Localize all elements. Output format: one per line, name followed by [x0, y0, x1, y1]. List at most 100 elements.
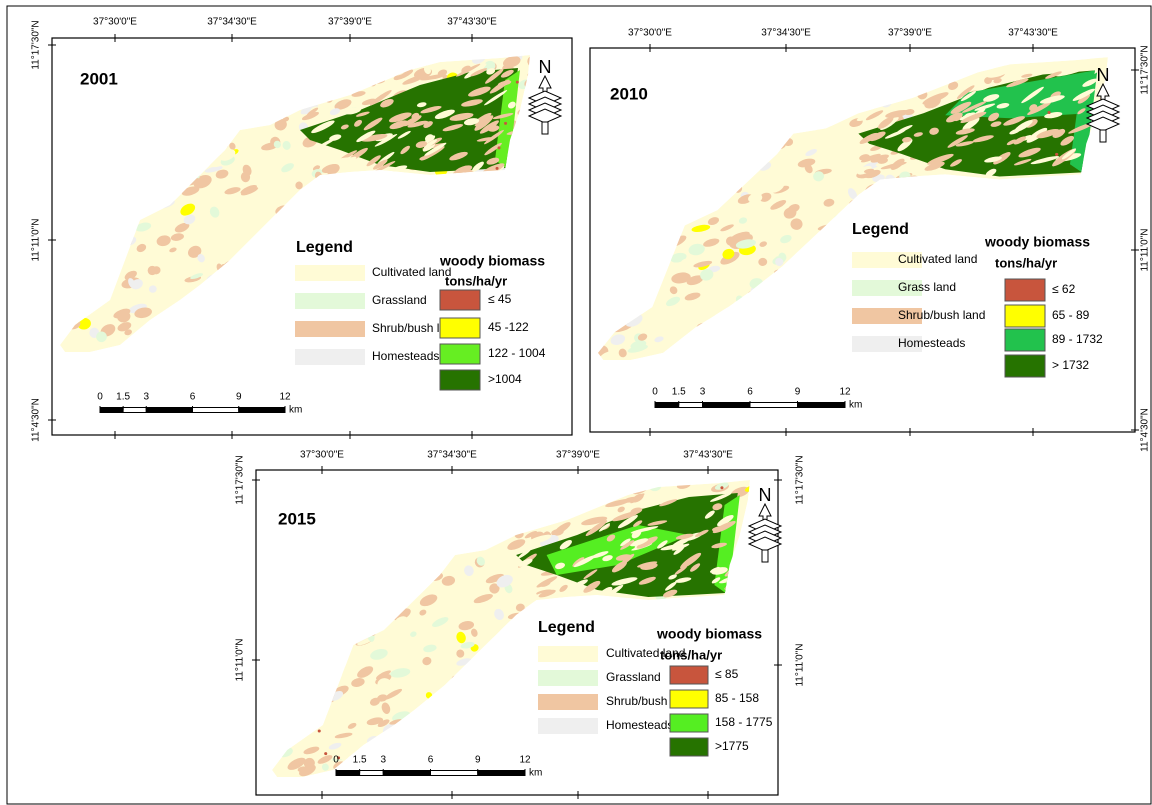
land-patch — [451, 611, 462, 621]
forest-gap — [598, 523, 611, 532]
year-label: 2001 — [80, 69, 118, 88]
biomass-swatch — [669, 737, 709, 757]
biomass-label: >1004 — [488, 372, 522, 386]
forest-gap — [671, 543, 690, 551]
land-patch — [216, 170, 225, 177]
land-patch — [684, 292, 701, 301]
latitude-label: 11°11'0"N — [795, 643, 806, 686]
forest-gap — [486, 157, 500, 165]
latitude-label: 11°4'30"N — [31, 398, 42, 442]
forest-gap — [518, 558, 533, 567]
longitude-label: 37°30'0"E — [628, 28, 672, 39]
land-label: Grass land — [898, 280, 956, 294]
land-patch — [636, 318, 656, 329]
land-swatch — [852, 336, 922, 352]
forest-gap — [1030, 156, 1060, 165]
land-patch — [219, 149, 236, 161]
longitude-label: 37°39'0"E — [556, 450, 600, 461]
scale-segment — [477, 770, 526, 776]
north-label: N — [759, 485, 772, 505]
forest-gap — [583, 569, 598, 580]
biomass-label: 65 - 89 — [1052, 308, 1090, 322]
land-patch — [209, 206, 220, 218]
longitude-label: 37°39'0"E — [888, 28, 932, 39]
land-patch — [610, 334, 626, 346]
forest-gap — [672, 537, 692, 547]
forest-gap — [517, 549, 531, 559]
low-biomass — [337, 756, 341, 760]
land-patch — [334, 732, 353, 739]
land-patch — [390, 668, 411, 678]
forest-gap — [617, 515, 638, 529]
longitude-label: 37°34'30"E — [207, 17, 257, 28]
forest-gap — [606, 534, 616, 542]
forest-gap — [897, 138, 913, 152]
forest-gap — [476, 137, 495, 142]
forest-gap — [474, 115, 494, 131]
forest-gap — [1045, 71, 1062, 79]
biomass-title: woody biomass — [439, 253, 545, 269]
longitude-label: 37°30'0"E — [93, 17, 137, 28]
land-patch — [432, 593, 447, 604]
forest-gap — [604, 584, 624, 598]
land-patch — [136, 243, 147, 253]
land-patch — [134, 307, 152, 319]
land-patch — [366, 717, 384, 726]
forest-gap — [711, 542, 727, 549]
low-biomass — [317, 729, 321, 733]
forest-gap — [449, 151, 468, 161]
north-label: N — [1097, 65, 1110, 85]
forest-gap — [488, 125, 500, 132]
latitude-label: 11°17'30"N — [31, 20, 42, 69]
forest-gap — [611, 577, 638, 586]
land-patch — [984, 77, 993, 85]
land-patch — [242, 164, 252, 176]
forest-gap — [717, 514, 734, 527]
forest-gap — [559, 584, 568, 592]
land-patch — [485, 573, 505, 584]
forest-gap — [620, 538, 631, 547]
forest-gap — [415, 141, 428, 148]
forest-gap — [615, 554, 632, 561]
land-patch — [703, 238, 720, 247]
north-label: N — [539, 57, 552, 77]
land-patch — [780, 234, 792, 244]
land-patch — [464, 565, 474, 576]
forest-gap — [924, 161, 945, 171]
forest-gap — [366, 155, 381, 167]
low-biomass — [504, 121, 508, 125]
scale-label: 6 — [190, 392, 196, 403]
forest-gap — [955, 128, 975, 135]
latitude-label: 11°4'30"N — [1140, 408, 1151, 452]
forest-gap — [993, 152, 1011, 165]
forest-gap — [403, 115, 422, 127]
forest-gap — [712, 521, 736, 534]
forest-gap — [950, 101, 972, 114]
land-patch — [460, 641, 475, 649]
scale-segment — [678, 402, 703, 408]
longitude-label: 37°39'0"E — [328, 17, 372, 28]
forest-gap — [680, 552, 702, 569]
forest-gap — [463, 118, 480, 126]
land-label: Grassland — [606, 670, 661, 684]
biomass-swatch — [669, 713, 709, 733]
biomass-swatch — [669, 689, 709, 709]
land-patch — [599, 351, 617, 361]
land-patch — [689, 279, 697, 285]
forest-gap — [956, 85, 975, 99]
forest-gap — [449, 112, 474, 121]
forest-gap — [311, 120, 335, 134]
land-patch — [714, 482, 729, 490]
land-patch — [790, 218, 803, 230]
forest-gap — [380, 98, 394, 108]
scale-label: 0 — [652, 387, 658, 398]
land-patch — [253, 134, 268, 145]
forest-gap — [455, 63, 481, 77]
land-patch — [168, 268, 180, 276]
forest-gap — [340, 124, 349, 130]
land-patch — [707, 217, 720, 225]
land-patch — [813, 171, 825, 182]
biomass-label: > 1732 — [1052, 358, 1089, 372]
forest-gap — [927, 153, 954, 165]
land-patch — [113, 308, 131, 319]
